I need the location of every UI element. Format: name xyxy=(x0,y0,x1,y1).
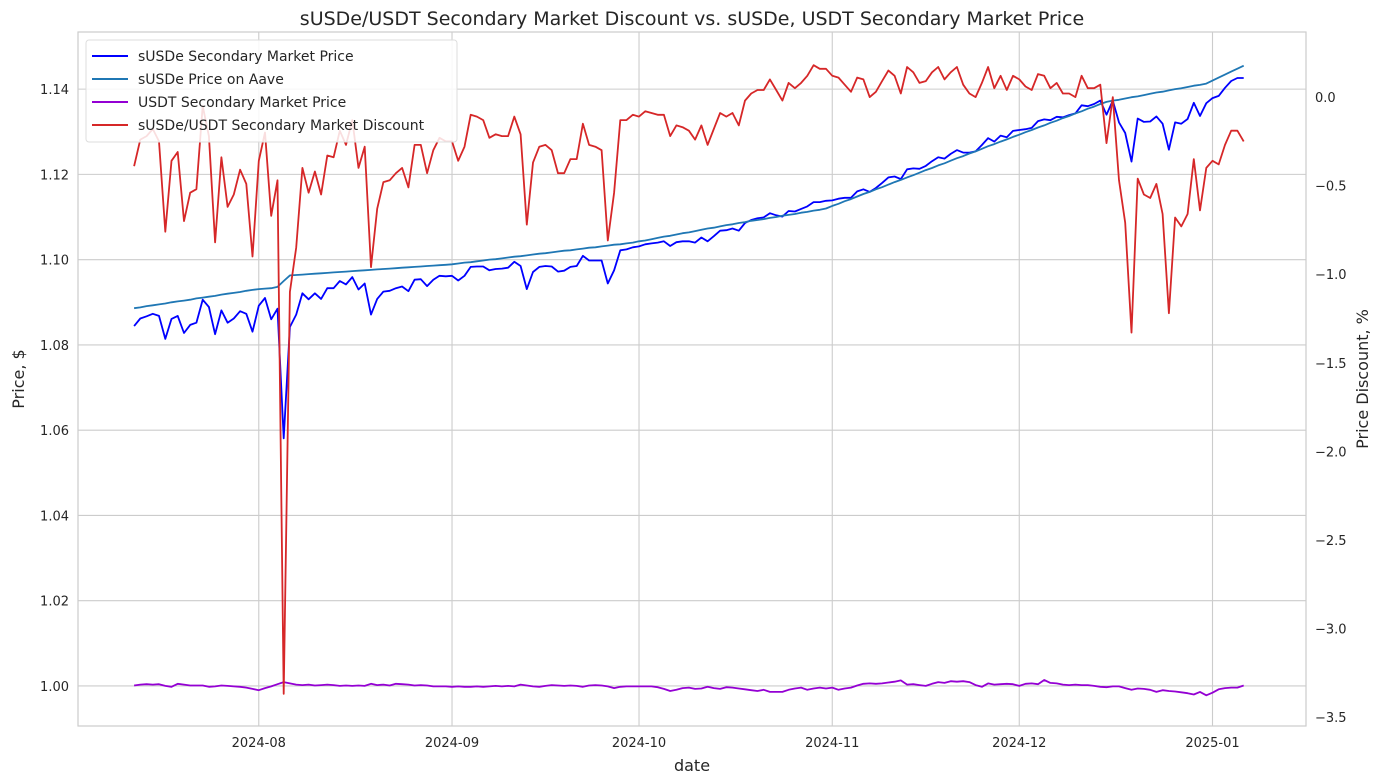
legend-label-discount: sUSDe/USDT Secondary Market Discount xyxy=(138,118,425,134)
y-tick-label: 1.00 xyxy=(40,680,69,695)
y-tick-label: 1.10 xyxy=(40,254,69,269)
legend-label-susde-aave: sUSDe Price on Aave xyxy=(138,72,284,88)
x-tick-label: 2024-08 xyxy=(232,736,286,751)
y-tick-label: 1.12 xyxy=(40,168,69,183)
usdt-secondary-price-line xyxy=(133,679,1244,697)
susde-secondary-price-line xyxy=(133,77,1244,440)
x-tick-label: 2025-01 xyxy=(1185,736,1239,751)
ticks-group: 2024-08 2024-09 2024-10 2024-11 2024-12 2025-… xyxy=(40,83,1347,751)
series-group xyxy=(133,64,1245,697)
y2-tick-label: −1.0 xyxy=(1315,268,1347,283)
y2-tick-label: 0.0 xyxy=(1315,91,1336,106)
susde-aave-price-line xyxy=(133,64,1245,310)
y-tick-label: 1.04 xyxy=(40,509,69,524)
y2-tick-label: −2.5 xyxy=(1315,534,1347,549)
x-tick-label: 2024-09 xyxy=(425,736,479,751)
y2-tick-label: −3.0 xyxy=(1315,622,1347,637)
discount-line xyxy=(133,64,1245,695)
x-axis-label: date xyxy=(674,756,710,775)
x-tick-label: 2024-11 xyxy=(805,736,859,751)
chart-title: sUSDe/USDT Secondary Market Discount vs.… xyxy=(300,8,1084,30)
y2-axis-label: Price Discount, % xyxy=(1353,309,1372,449)
x-tick-label: 2024-12 xyxy=(992,736,1046,751)
legend: sUSDe Secondary Market Price sUSDe Price… xyxy=(85,39,458,143)
y-tick-label: 1.08 xyxy=(40,339,69,354)
legend-label-susde-secondary: sUSDe Secondary Market Price xyxy=(138,49,354,65)
y-axis-label: Price, $ xyxy=(9,349,28,408)
y2-tick-label: −2.0 xyxy=(1315,445,1347,460)
legend-box xyxy=(85,39,458,143)
plot-frame xyxy=(77,31,1307,727)
y-tick-label: 1.02 xyxy=(40,595,69,610)
y-tick-label: 1.06 xyxy=(40,424,69,439)
legend-label-usdt-secondary: USDT Secondary Market Price xyxy=(138,95,346,111)
x-tick-label: 2024-10 xyxy=(612,736,666,751)
y2-tick-label: −3.5 xyxy=(1315,711,1347,726)
y-tick-label: 1.14 xyxy=(40,83,69,98)
y2-tick-label: −1.5 xyxy=(1315,357,1347,372)
y2-tick-label: −0.5 xyxy=(1315,180,1347,195)
